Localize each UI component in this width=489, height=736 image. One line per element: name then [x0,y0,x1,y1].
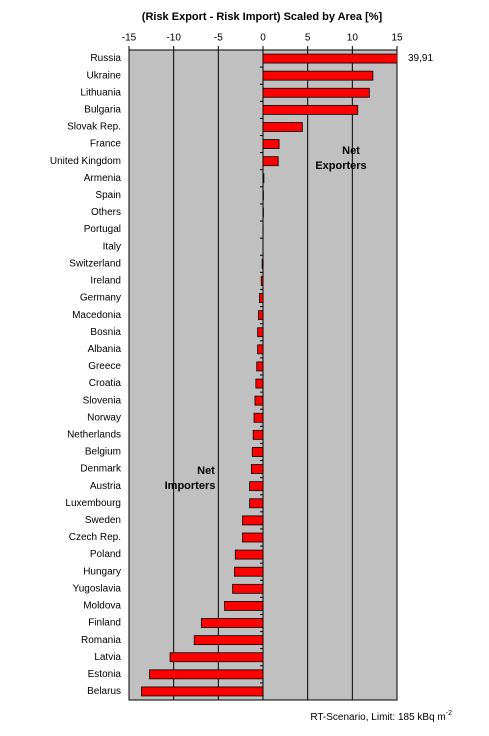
y-tick-label: Estonia [88,669,122,680]
bar [242,515,264,526]
y-tick-label: Austria [90,481,122,492]
y-tick-label: Netherlands [67,430,121,441]
bar [262,139,280,149]
y-tick-label: Armenia [84,173,122,184]
bar [249,498,264,509]
bar [242,532,264,543]
y-tick-label: Norway [87,412,121,423]
bar [257,344,264,355]
y-tick-label: Switzerland [69,258,121,269]
y-tick-label: Poland [90,549,121,560]
y-tick-label: Ireland [90,276,121,287]
y-tick-label: Bosnia [90,327,121,338]
x-tick-label: 0 [260,33,266,44]
bar [141,686,264,697]
y-tick-label: United Kingdom [50,156,121,167]
bar [253,412,264,423]
y-tick-label: Slovenia [83,395,122,406]
y-tick-label: Ukraine [87,70,122,81]
x-tick-label: -5 [214,33,223,44]
bar [149,669,264,680]
y-tick-label: Latvia [94,652,121,663]
y-tick-label: Portugal [84,224,121,235]
x-tick-label: 5 [305,33,311,44]
bars [141,53,397,697]
y-tick-label: Germany [80,293,121,304]
bar [260,276,264,286]
y-tick-label: Italy [103,241,121,252]
bar [193,635,264,646]
y-tick-label: Yugoslavia [73,583,122,594]
bar [262,104,359,115]
y-tick-label: Slovak Rep. [67,122,121,133]
bar [200,618,264,628]
bar [262,87,370,98]
bar [224,601,264,611]
y-tick-label: Denmark [80,464,122,475]
bar [262,70,374,81]
y-tick-label: Greece [88,361,121,372]
footnote: RT-Scenario, Limit: 185 kBq m-2 [310,710,452,723]
x-tick-label: -15 [122,33,137,44]
bar [234,566,264,577]
footnote-text: RT-Scenario, Limit: 185 kBq m [310,712,445,723]
y-tick-label: Albania [88,344,122,355]
annotation-line: Net [197,465,215,477]
y-tick-label: Finland [88,618,121,629]
y-tick-label: Luxembourg [65,498,121,509]
y-tick-label: Hungary [83,566,121,577]
chart-title: (Risk Export - Risk Import) Scaled by Ar… [142,11,383,23]
y-tick-label: Spain [95,190,121,201]
y-tick-label: Sweden [85,515,121,526]
bar [232,583,264,594]
bar [262,122,303,132]
y-tick-label: Belarus [87,686,121,697]
bar [259,293,264,303]
y-tick-label: Moldova [83,601,121,612]
bar [234,549,264,560]
bar [250,464,264,474]
y-tick-label: Others [91,207,121,218]
bar [169,652,264,663]
footnote-superscript: -2 [446,710,452,717]
bar [258,310,264,321]
y-tick-label: Russia [90,53,121,64]
bar [254,395,264,406]
y-tick-label: Bulgaria [84,105,121,116]
x-tick-label: 15 [391,33,403,44]
x-tick-label: -10 [166,33,181,44]
annotation-line: Exporters [315,160,366,172]
annotation: Net Importers [165,465,216,492]
bar [251,447,264,457]
y-tick-label: Lithuania [80,87,121,98]
annotation-line: Importers [165,480,216,492]
value-label: 39,91 [408,53,433,64]
grid [128,50,398,700]
y-tick-label: Belgium [85,447,121,458]
bar [252,429,264,440]
bar [257,327,264,338]
bar [262,53,397,64]
annotation: Net Exporters [315,145,366,172]
x-tick-label: 10 [347,33,359,44]
annotation-line: Net [342,145,360,157]
bar [256,361,264,372]
y-tick-label: Czech Rep. [69,532,121,543]
y-tick-label: Romania [81,635,121,646]
bar [262,156,279,167]
bar [249,481,264,492]
bar [261,258,264,269]
bar [255,378,264,389]
y-tick-label: Croatia [89,378,122,389]
y-tick-label: France [90,139,122,150]
bar [262,173,265,184]
y-tick-label: Macedonia [72,310,121,321]
